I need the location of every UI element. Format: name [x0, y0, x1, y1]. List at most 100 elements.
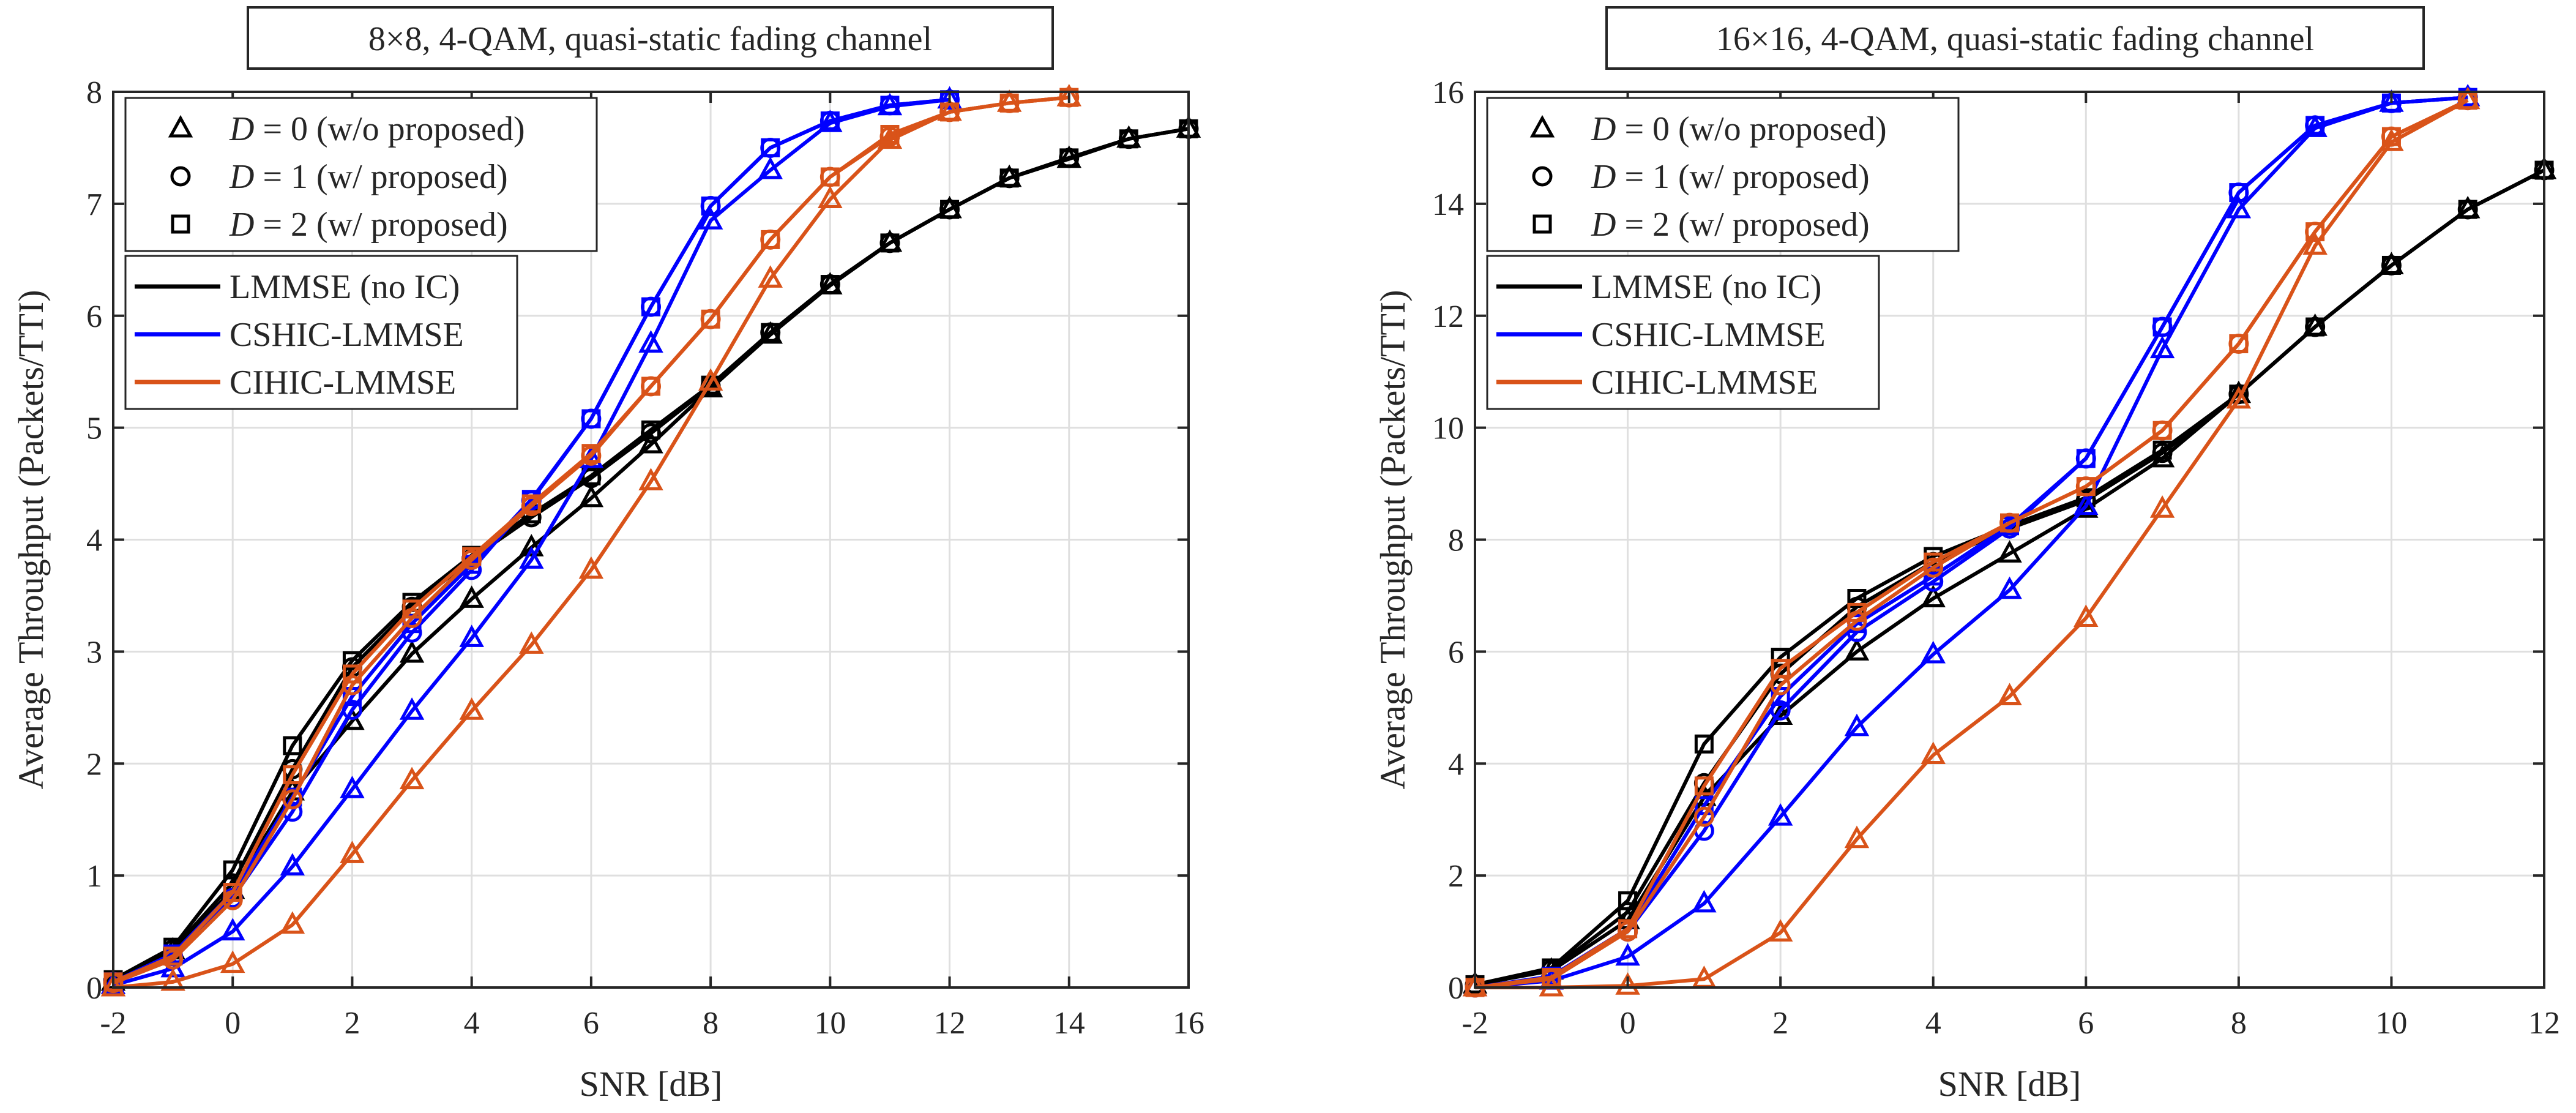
data-point-square [1694, 776, 1714, 796]
data-point-square [641, 297, 660, 317]
data-point-square [581, 444, 601, 463]
data-point-square [581, 409, 601, 429]
legend-entry-label: D = 1 (w/ proposed) [229, 158, 508, 196]
y-tick-label: 0 [1448, 971, 1464, 1006]
legend-marker-square [171, 214, 190, 234]
data-point-square [342, 651, 362, 670]
data-point-triangle [1921, 585, 1946, 608]
data-point-triangle [1768, 919, 1793, 942]
y-tick-label: 4 [86, 523, 102, 558]
data-point-square [2000, 513, 2019, 533]
data-point-triangle [638, 430, 663, 454]
data-point-square [223, 883, 242, 902]
data-point-triangle [399, 766, 425, 790]
marker-legend: D = 0 (w/o proposed) D = 1 (w/ proposed) D… [1486, 97, 1960, 252]
data-point-triangle [698, 368, 723, 391]
legend-entry-label: D = 0 (w/o proposed) [1591, 110, 1887, 148]
data-point-triangle [2149, 335, 2175, 359]
legend-marker-triangle [168, 114, 193, 138]
series-line [112, 127, 1189, 981]
data-point-square [2152, 421, 2172, 440]
legend-entry-label: LMMSE (no IC) [230, 268, 460, 306]
data-point-triangle [2226, 195, 2252, 219]
data-point-square [820, 167, 840, 187]
data-point-triangle [818, 186, 843, 209]
series-line [112, 96, 1070, 984]
data-point-triangle [459, 585, 484, 608]
data-point-triangle [1768, 803, 1793, 826]
y-tick-label: 2 [1448, 859, 1464, 894]
data-point-triangle [519, 534, 544, 556]
data-point-triangle [1997, 683, 2022, 706]
data-point-triangle [160, 968, 185, 991]
data-point-triangle [220, 918, 245, 941]
y-tick-label: 6 [86, 299, 102, 334]
legend-marker-square [1533, 214, 1552, 234]
data-point-square [2076, 477, 2096, 497]
y-tick-label: 6 [1448, 635, 1464, 670]
x-tick-label: 12 [2528, 1006, 2560, 1041]
data-point-square [283, 736, 302, 755]
y-tick-label: 8 [1448, 523, 1464, 558]
data-point-triangle [399, 697, 425, 720]
x-tick-label: 4 [1925, 1006, 1941, 1041]
data-point-triangle [1921, 640, 1946, 664]
data-point-triangle [758, 265, 783, 288]
data-point-triangle [578, 556, 604, 579]
data-point-square [342, 664, 362, 684]
data-point-triangle [758, 156, 783, 179]
x-tick-label: 16 [1173, 1006, 1204, 1041]
chart-title: 8×8, 4-QAM, quasi-static fading channel [368, 20, 932, 58]
legend-variable: D [229, 110, 254, 148]
y-tick-label: 0 [86, 971, 102, 1006]
data-point-triangle [1997, 576, 2022, 599]
data-point-square [1119, 129, 1138, 149]
data-point-triangle [280, 853, 305, 875]
data-point-square [2305, 317, 2325, 337]
data-point-square [1694, 734, 1714, 754]
data-point-square [761, 138, 780, 157]
legend-entry-label: D = 2 (w/ proposed) [1591, 206, 1870, 244]
data-point-triangle [519, 631, 544, 654]
legend-entry-label: D = 1 (w/ proposed) [1591, 158, 1870, 196]
data-point-square [402, 599, 422, 619]
series-line [113, 96, 1070, 989]
legend-entry-label: LMMSE (no IC) [1591, 268, 1821, 306]
x-tick-label: 4 [464, 1006, 480, 1041]
data-point-square [1771, 648, 1790, 667]
series-group [1462, 83, 2557, 998]
data-point-square [1847, 589, 1867, 609]
data-point-triangle [2302, 114, 2328, 137]
data-point-square [761, 323, 780, 342]
data-point-square [2229, 334, 2249, 353]
data-point-triangle [2074, 492, 2099, 515]
data-point-triangle [1768, 702, 1793, 725]
data-point-square [761, 230, 780, 249]
x-tick-label: 0 [1620, 1006, 1636, 1041]
data-point-triangle [100, 973, 126, 997]
x-tick-label: 12 [934, 1006, 966, 1041]
legend-marker-triangle [1529, 114, 1555, 138]
data-point-square [820, 111, 840, 131]
data-point-square [2381, 255, 2401, 275]
data-point-square [2229, 183, 2249, 203]
data-point-square [940, 102, 960, 122]
legend-entry-label: D = 0 (w/o proposed) [229, 110, 525, 148]
legend-entry-label: CSHIC-LMMSE [230, 316, 464, 354]
y-tick-label: 5 [86, 411, 102, 446]
series-line [112, 97, 950, 984]
data-point-triangle [220, 950, 245, 973]
title-box [1605, 6, 2425, 70]
data-point-triangle [578, 484, 604, 508]
data-point-square [940, 200, 960, 219]
data-point-square [1059, 88, 1079, 107]
data-point-triangle [698, 207, 723, 230]
data-point-triangle [1615, 972, 1640, 995]
title-box [247, 6, 1054, 70]
y-tick-label: 12 [1432, 299, 1464, 334]
data-point-square [2458, 200, 2477, 219]
legend-entry-label: CIHIC-LMMSE [1591, 364, 1818, 402]
